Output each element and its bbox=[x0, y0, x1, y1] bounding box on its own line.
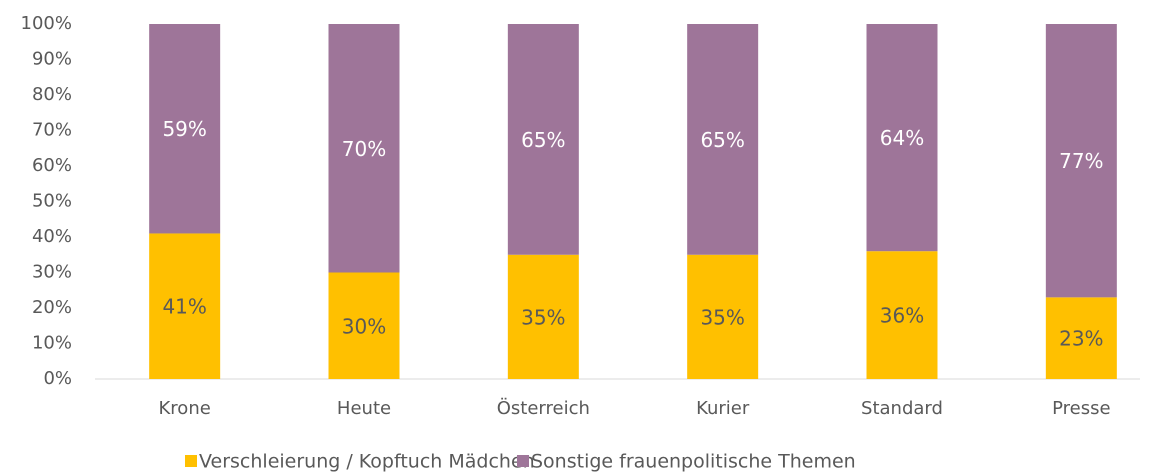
legend-label: Verschleierung / Kopftuch Mädchen bbox=[199, 451, 535, 473]
bar-segment bbox=[149, 24, 221, 234]
y-tick-label: 90% bbox=[32, 49, 72, 70]
x-tick-label: Kurier bbox=[696, 398, 750, 419]
x-tick-label: Heute bbox=[337, 398, 391, 419]
bar-segment bbox=[328, 24, 400, 273]
data-label: 35% bbox=[700, 305, 744, 329]
bar-segment bbox=[1045, 297, 1117, 379]
data-label: 35% bbox=[521, 305, 565, 329]
y-tick-label: 0% bbox=[43, 368, 72, 389]
y-tick-label: 70% bbox=[32, 120, 72, 141]
bar-segment bbox=[866, 251, 938, 379]
bar-segment bbox=[1045, 24, 1117, 298]
y-tick-label: 50% bbox=[32, 191, 72, 212]
y-tick-label: 20% bbox=[32, 297, 72, 318]
y-tick-label: 60% bbox=[32, 155, 72, 176]
x-tick-label: Krone bbox=[159, 398, 211, 419]
y-tick-label: 30% bbox=[32, 262, 72, 283]
legend-swatch bbox=[185, 455, 197, 467]
y-tick-label: 100% bbox=[21, 13, 72, 34]
x-tick-label: Standard bbox=[861, 398, 943, 419]
legend-label: Sonstige frauenpolitische Themen bbox=[531, 451, 856, 473]
data-label: 36% bbox=[880, 304, 924, 328]
data-label: 65% bbox=[521, 128, 565, 152]
bar-segment bbox=[507, 24, 579, 255]
bar-segment bbox=[507, 254, 579, 379]
bar-segment bbox=[328, 272, 400, 379]
y-tick-label: 10% bbox=[32, 333, 72, 354]
x-tick-label: Österreich bbox=[497, 397, 590, 419]
bar-segment bbox=[687, 24, 759, 255]
data-label: 70% bbox=[342, 137, 386, 161]
data-label: 30% bbox=[342, 314, 386, 338]
data-label: 59% bbox=[162, 117, 206, 141]
y-tick-label: 80% bbox=[32, 84, 72, 105]
data-label: 64% bbox=[880, 126, 924, 150]
data-label: 23% bbox=[1059, 327, 1103, 351]
bar-segment bbox=[149, 233, 221, 379]
y-tick-label: 40% bbox=[32, 226, 72, 247]
data-label: 77% bbox=[1059, 149, 1103, 173]
bar-segment bbox=[866, 24, 938, 252]
legend-swatch bbox=[517, 455, 529, 467]
data-label: 65% bbox=[700, 128, 744, 152]
data-label: 41% bbox=[162, 295, 206, 319]
bar-segment bbox=[687, 254, 759, 379]
x-tick-label: Presse bbox=[1052, 398, 1110, 419]
